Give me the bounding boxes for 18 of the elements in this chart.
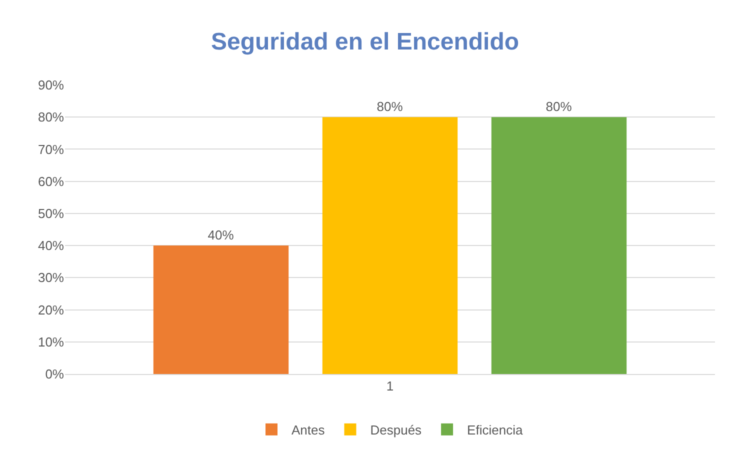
legend-label: Después: [370, 422, 422, 438]
y-tick-label: 30%: [38, 270, 64, 286]
legend-label: Antes: [292, 422, 326, 438]
chart-title: Seguridad en el Encendido: [210, 28, 520, 56]
y-tick-label: 70%: [38, 142, 64, 157]
y-tick-label: 90%: [38, 78, 64, 93]
y-tick-label: 20%: [38, 302, 64, 318]
y-tick-label: 40%: [38, 238, 64, 254]
y-tick-label: 50%: [38, 206, 64, 221]
data-label: 80%: [546, 99, 572, 114]
data-label: 40%: [208, 228, 234, 243]
legend-label: Eficiencia: [467, 422, 524, 438]
y-tick-label: 60%: [38, 174, 64, 189]
y-tick-label: 0%: [45, 366, 64, 382]
data-label: 80%: [376, 99, 404, 114]
y-tick-label: 80%: [38, 110, 64, 125]
y-tick-label: 10%: [38, 334, 64, 350]
x-tick-label: 1: [386, 378, 394, 394]
